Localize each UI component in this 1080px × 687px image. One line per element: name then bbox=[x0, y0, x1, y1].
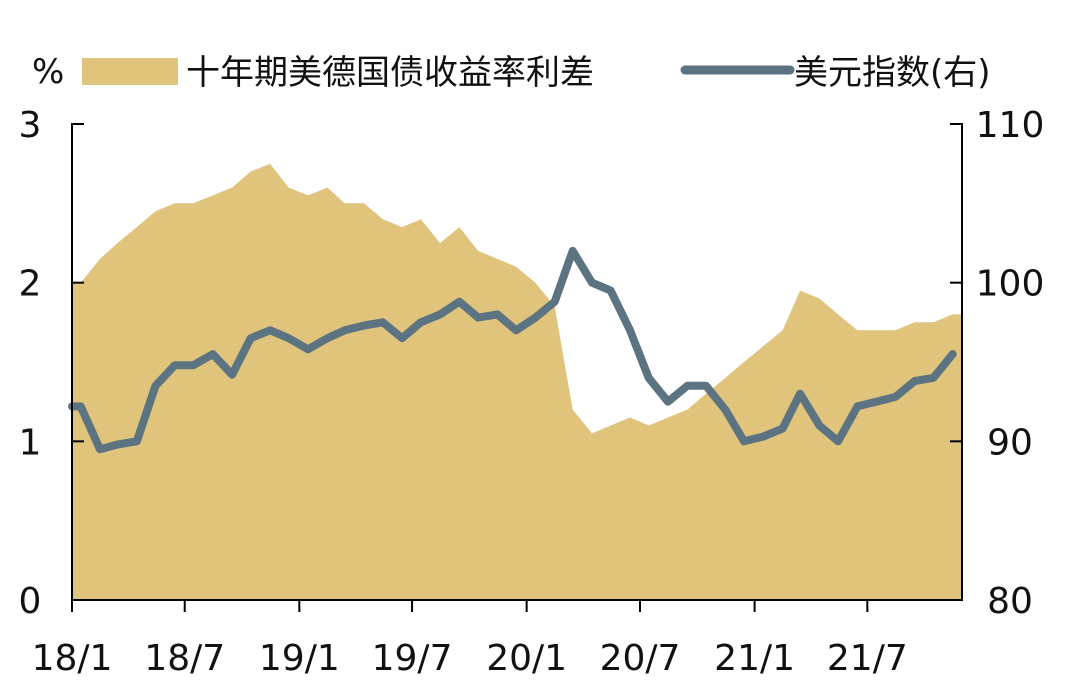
left-tick-label: 0 bbox=[19, 581, 42, 622]
x-tick-label: 21/7 bbox=[827, 638, 908, 679]
left-axis-unit: % bbox=[32, 52, 64, 92]
x-tick-label: 18/1 bbox=[32, 638, 113, 679]
right-tick-label: 80 bbox=[987, 581, 1033, 622]
x-tick-label: 19/1 bbox=[259, 638, 340, 679]
tick-layer: 0 1 2 3 80 90 100 110 18/1 18/7 19/1 19/7 20/1 20/7 21… bbox=[19, 105, 1045, 679]
left-tick-label: 1 bbox=[19, 422, 42, 463]
legend-label-dxy: 美元指数(右) bbox=[794, 53, 991, 93]
legend: % 十年期美德国债收益率利差 美元指数(右) bbox=[32, 52, 991, 93]
left-tick-label: 3 bbox=[19, 105, 42, 146]
left-tick-label: 2 bbox=[19, 264, 42, 305]
x-tick-label: 20/1 bbox=[486, 638, 567, 679]
right-tick-label: 100 bbox=[976, 264, 1045, 305]
x-tick-label: 21/1 bbox=[714, 638, 795, 679]
area-series-layer bbox=[72, 163, 962, 600]
line-series-layer bbox=[68, 246, 957, 454]
legend-swatch-spread bbox=[82, 58, 178, 85]
right-tick-label: 110 bbox=[976, 105, 1045, 146]
x-tick-label: 18/7 bbox=[144, 638, 225, 679]
x-tick-label: 20/7 bbox=[600, 638, 681, 679]
axes bbox=[71, 124, 963, 601]
right-tick-label: 90 bbox=[987, 422, 1033, 463]
legend-label-spread: 十年期美德国债收益率利差 bbox=[186, 53, 594, 93]
dxy-line bbox=[68, 246, 957, 454]
spread-area bbox=[72, 163, 962, 600]
x-tick-label: 19/7 bbox=[372, 638, 453, 679]
